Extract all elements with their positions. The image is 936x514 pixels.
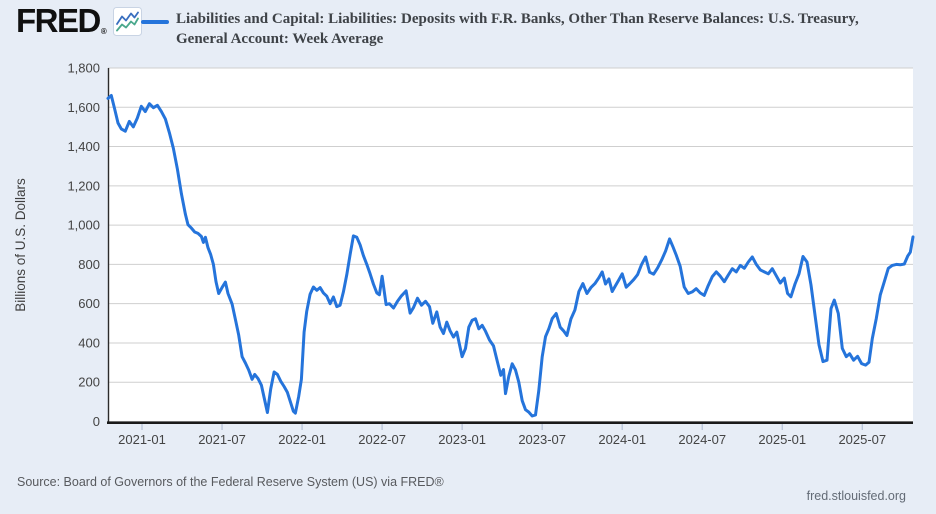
y-tick-label: 1,800 <box>67 61 100 76</box>
x-tick-label: 2025-01 <box>758 432 806 447</box>
chart-title: Liabilities and Capital: Liabilities: De… <box>176 9 916 49</box>
y-tick-label: 400 <box>78 335 100 350</box>
x-axis-tick-labels: 2021-01 2021-07 2022-01 2022-07 2023-01 2023-… <box>118 424 886 447</box>
plot-area <box>108 68 913 422</box>
y-tick-label: 0 <box>93 414 100 429</box>
x-tick-label: 2021-01 <box>118 432 166 447</box>
fred-logo: FRED® <box>16 2 107 47</box>
x-tick-label: 2022-07 <box>358 432 406 447</box>
axis-lines <box>107 68 913 425</box>
series-line <box>106 94 915 418</box>
fred-logo-text: FRED <box>16 2 101 39</box>
y-tick-label: 1,400 <box>67 139 100 154</box>
chart-title-line1: Liabilities and Capital: Liabilities: De… <box>176 11 859 27</box>
x-tick-label: 2022-01 <box>278 432 326 447</box>
source-note: Source: Board of Governors of the Federa… <box>17 475 444 489</box>
y-axis-tick-labels: 0 200 400 600 800 1,000 1,200 1,400 1,600 1,800 <box>67 61 100 430</box>
icon-green-zigzag <box>116 17 139 32</box>
y-tick-label: 200 <box>78 375 100 390</box>
icon-blue-zigzag <box>116 11 139 25</box>
y-tick-label: 1,000 <box>67 218 100 233</box>
time-series-chart: 0 200 400 600 800 1,000 1,200 1,400 1,600 1,800 2… <box>13 61 915 447</box>
fred-site-url: fred.stlouisfed.org <box>806 489 906 503</box>
x-tick-label: 2025-07 <box>838 432 886 447</box>
gridlines <box>108 67 913 383</box>
x-tick-label: 2024-07 <box>678 432 726 447</box>
x-tick-label: 2021-07 <box>198 432 246 447</box>
y-tick-label: 600 <box>78 296 100 311</box>
x-tick-label: 2023-07 <box>518 432 566 447</box>
legend-line-swatch <box>141 20 169 24</box>
y-tick-label: 1,600 <box>67 100 100 115</box>
y-tick-label: 800 <box>78 257 100 272</box>
y-tick-label: 1,200 <box>67 178 100 193</box>
x-tick-label: 2023-01 <box>438 432 486 447</box>
chart-title-line2: General Account: Week Average <box>176 31 384 47</box>
y-axis-title: Billions of U.S. Dollars <box>13 178 28 312</box>
registered-trademark-mark: ® <box>100 27 107 36</box>
x-tick-label: 2024-01 <box>598 432 646 447</box>
